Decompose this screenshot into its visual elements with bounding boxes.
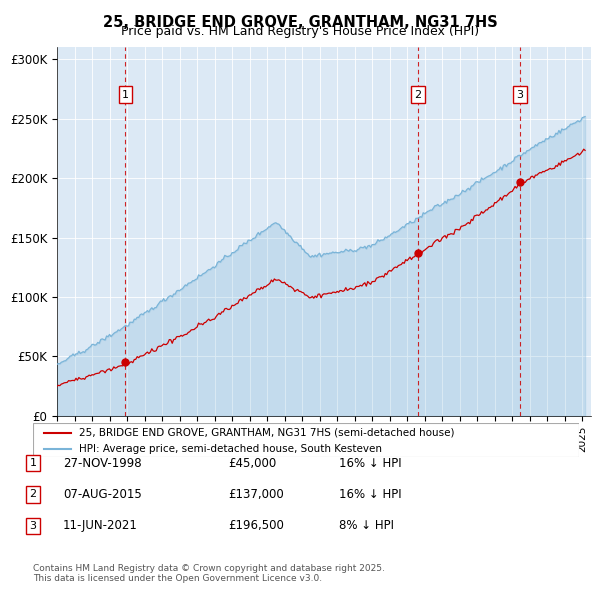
Text: 1: 1: [29, 458, 37, 468]
Text: HPI: Average price, semi-detached house, South Kesteven: HPI: Average price, semi-detached house,…: [79, 444, 382, 454]
Text: 1: 1: [122, 90, 129, 100]
Text: 25, BRIDGE END GROVE, GRANTHAM, NG31 7HS: 25, BRIDGE END GROVE, GRANTHAM, NG31 7HS: [103, 15, 497, 30]
Text: 25, BRIDGE END GROVE, GRANTHAM, NG31 7HS (semi-detached house): 25, BRIDGE END GROVE, GRANTHAM, NG31 7HS…: [79, 428, 455, 438]
Text: 8% ↓ HPI: 8% ↓ HPI: [339, 519, 394, 532]
Text: £45,000: £45,000: [228, 457, 276, 470]
Text: Contains HM Land Registry data © Crown copyright and database right 2025.
This d: Contains HM Land Registry data © Crown c…: [33, 563, 385, 583]
Text: 16% ↓ HPI: 16% ↓ HPI: [339, 488, 401, 501]
Text: 3: 3: [29, 521, 37, 530]
Text: £196,500: £196,500: [228, 519, 284, 532]
Text: 11-JUN-2021: 11-JUN-2021: [63, 519, 138, 532]
Text: 2: 2: [29, 490, 37, 499]
Text: 16% ↓ HPI: 16% ↓ HPI: [339, 457, 401, 470]
Text: 07-AUG-2015: 07-AUG-2015: [63, 488, 142, 501]
Text: 2: 2: [414, 90, 421, 100]
Text: £137,000: £137,000: [228, 488, 284, 501]
Text: Price paid vs. HM Land Registry's House Price Index (HPI): Price paid vs. HM Land Registry's House …: [121, 25, 479, 38]
FancyBboxPatch shape: [33, 423, 579, 457]
Text: 3: 3: [517, 90, 523, 100]
Text: 27-NOV-1998: 27-NOV-1998: [63, 457, 142, 470]
